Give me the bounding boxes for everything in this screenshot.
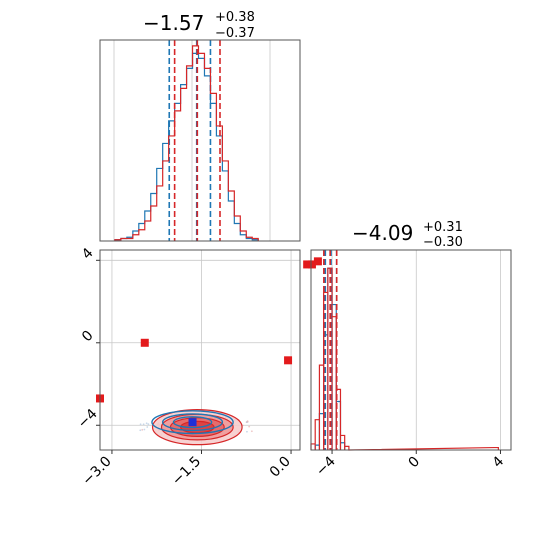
y-tick-label: 0: [79, 328, 97, 346]
marginal-y-title-lower: −0.30: [423, 235, 463, 250]
joint-frame: [99, 249, 301, 451]
blue-marker: [188, 418, 197, 427]
marginal-x-frame: [99, 39, 301, 242]
sample-point: [142, 423, 145, 426]
red-outlier-point: [313, 257, 322, 266]
x-tick-label: −4: [313, 453, 339, 479]
joint-panel: −3.0 −1.5 0.0 −4 0 4: [75, 245, 322, 489]
x-tick-label: 4: [490, 453, 508, 471]
sample-point: [141, 428, 144, 431]
marginal-x-title-lower: −0.37: [215, 26, 255, 41]
sample-point: [248, 425, 251, 428]
sample-point: [139, 423, 142, 426]
sample-point: [139, 429, 142, 432]
y-tick-label: −4: [75, 406, 101, 432]
x-tick-label: −3.0: [79, 454, 114, 489]
sample-point: [246, 430, 248, 433]
blue-contour: [161, 413, 224, 432]
x-tick-label: −1.5: [169, 454, 204, 489]
red-outlier-point: [140, 338, 149, 347]
marginal-y-title-upper: +0.31: [423, 220, 463, 235]
marginal-y-panel: −4 0 4 −4.09 +0.31 −0.30: [310, 220, 512, 479]
sample-point: [146, 426, 149, 428]
x-tick-label: 0: [405, 454, 423, 472]
marginal-x-title-value: −1.57: [143, 11, 204, 35]
sample-point: [147, 423, 150, 426]
y-tick-label: 4: [79, 245, 97, 263]
histogram-series-1: [310, 267, 499, 451]
sample-point: [245, 421, 248, 424]
marginal-x-panel: −1.57 +0.38 −0.37: [99, 10, 301, 242]
sample-point: [143, 428, 146, 431]
red-outlier-point: [284, 356, 293, 365]
x-tick-label: 0.0: [267, 454, 294, 481]
marginal-x-title-upper: +0.38: [215, 10, 255, 25]
sample-point: [145, 422, 148, 425]
blue-contour: [172, 416, 213, 429]
blue-contour: [151, 410, 234, 435]
red-outlier-point: [303, 260, 312, 269]
red-outlier-point: [307, 260, 316, 269]
histogram-series-1: [114, 45, 259, 241]
sample-point: [250, 430, 253, 433]
marginal-y-title-value: −4.09: [352, 221, 413, 245]
marginal-y-frame: [310, 249, 512, 451]
